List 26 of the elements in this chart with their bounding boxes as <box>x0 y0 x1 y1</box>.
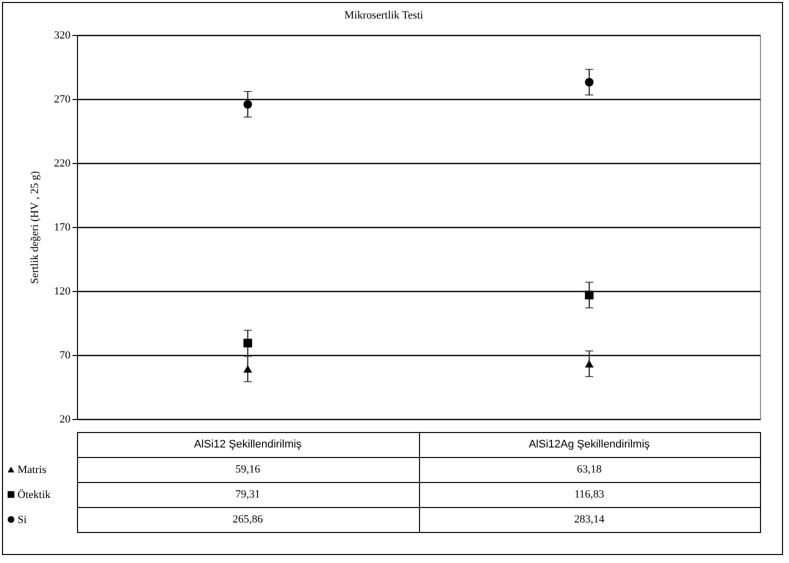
y-tick-label: 170 <box>54 222 71 234</box>
legend-label: Si <box>18 514 27 526</box>
y-tick-label: 120 <box>54 286 71 298</box>
data-label: 63,18 <box>576 464 602 476</box>
point <box>584 290 594 300</box>
point <box>243 338 252 348</box>
legend-label: Matris <box>18 464 46 476</box>
legend-label: Ötektik <box>18 489 51 501</box>
point <box>243 100 252 109</box>
y-axis-title: Sertlik değeri (HV , 25 g) <box>29 170 41 284</box>
data-label: 283,14 <box>574 514 605 526</box>
y-tick-label: 220 <box>54 158 71 170</box>
point <box>243 365 252 373</box>
data-label: 265,86 <box>232 514 264 526</box>
y-tick-label: 320 <box>54 30 71 42</box>
data-label: 59,16 <box>235 464 261 476</box>
x-tick-label: AlSi12Ag Şekillendirilmiş <box>528 438 650 450</box>
y-tick-label: 20 <box>60 414 71 426</box>
x-tick-label: AlSi12 Şekillendirilmiş <box>194 438 302 450</box>
point <box>584 78 594 86</box>
y-tick-label: 70 <box>60 350 71 362</box>
data-label: 116,83 <box>574 488 605 500</box>
y-tick-label: 270 <box>54 94 71 106</box>
chart-title: Mikrosertlik Testi <box>344 10 424 22</box>
point <box>584 360 594 368</box>
data-label: 79,31 <box>235 488 260 500</box>
